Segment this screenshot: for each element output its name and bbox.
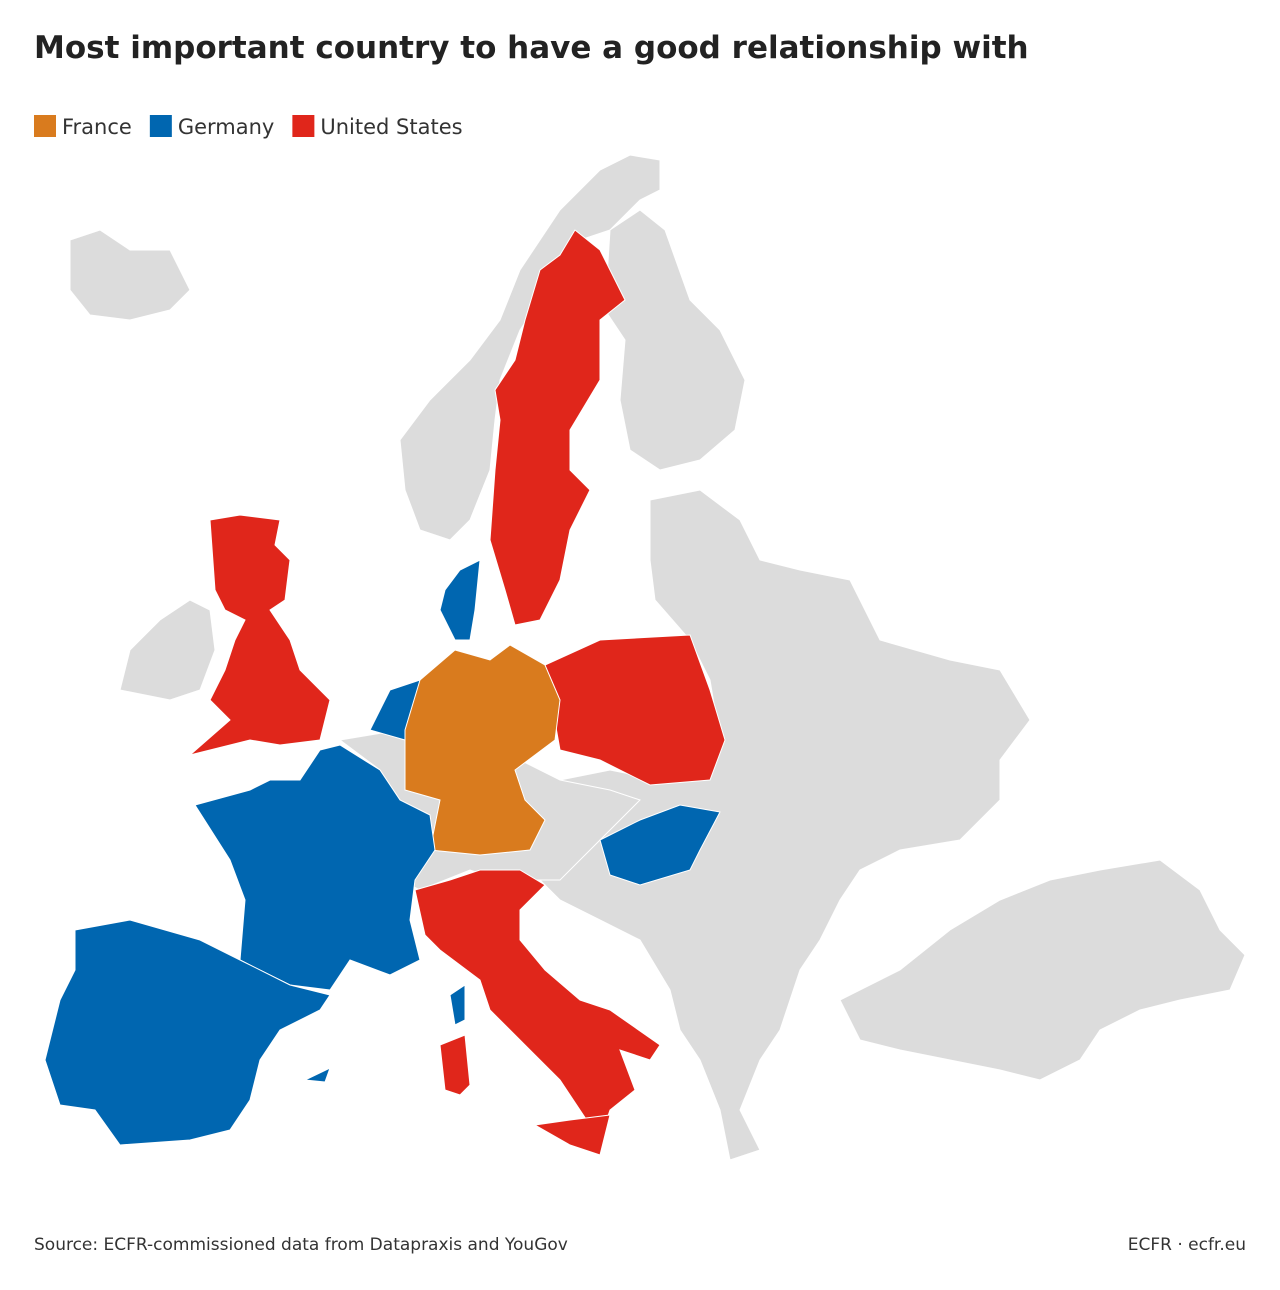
- country: [489, 229, 626, 626]
- credit: ECFR · ecfr.eu: [1128, 1235, 1246, 1255]
- land: [399, 154, 661, 541]
- country: [544, 634, 726, 786]
- map: [44, 154, 1246, 1161]
- title: Most important country to have a good re…: [34, 30, 1029, 66]
- country: [414, 869, 661, 1142]
- country: [439, 559, 481, 641]
- source: Source: ECFR-commissioned data from Data…: [34, 1235, 568, 1255]
- legend-label: France: [62, 115, 132, 139]
- legend-label: Germany: [178, 115, 275, 139]
- land: [119, 599, 216, 701]
- island: [439, 1034, 471, 1096]
- land: [69, 229, 191, 321]
- country: [404, 644, 561, 856]
- country: [194, 744, 436, 991]
- legend-swatch: [149, 115, 172, 137]
- island: [533, 1114, 611, 1156]
- island: [303, 1067, 331, 1083]
- land: [604, 209, 746, 471]
- country: [189, 514, 331, 756]
- country: [44, 919, 331, 1146]
- legend: France Germany United States: [34, 115, 463, 139]
- legend-swatch: [34, 115, 56, 137]
- land: [839, 859, 1246, 1081]
- legend-swatch: [292, 115, 315, 137]
- island: [449, 984, 466, 1026]
- country: [599, 804, 721, 886]
- legend-label: United States: [320, 115, 462, 139]
